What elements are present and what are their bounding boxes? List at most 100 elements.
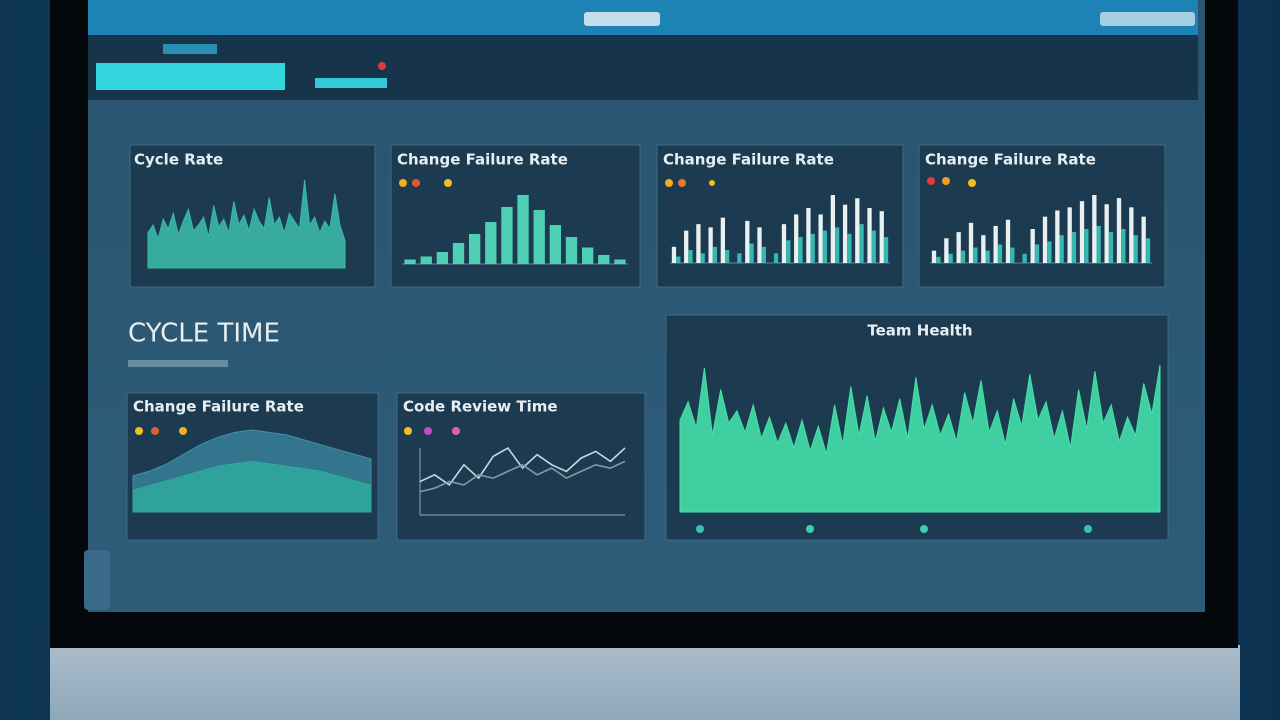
bar <box>1042 216 1048 263</box>
bar <box>696 224 701 263</box>
charts <box>132 179 1161 516</box>
area <box>679 364 1161 513</box>
bar <box>973 247 978 263</box>
bar <box>700 253 705 263</box>
line <box>419 446 626 487</box>
line <box>419 460 626 493</box>
bar <box>1121 229 1126 263</box>
bar <box>1047 241 1052 263</box>
bar <box>847 233 852 263</box>
bar <box>855 198 860 263</box>
panel-title: Change Failure Rate <box>397 151 568 169</box>
bar <box>879 211 884 263</box>
bar <box>708 227 713 263</box>
monitor-stand <box>50 645 1240 720</box>
bar <box>936 256 941 263</box>
side-tab[interactable] <box>84 550 110 610</box>
bar <box>818 214 823 263</box>
bar <box>981 235 986 263</box>
bar <box>1055 210 1060 263</box>
status-dot <box>378 62 386 70</box>
subtitle-placeholder <box>128 360 228 367</box>
bar <box>842 204 848 263</box>
bar <box>871 230 876 263</box>
bar <box>1071 232 1077 263</box>
bar <box>501 207 513 264</box>
bar <box>485 222 497 264</box>
bar <box>968 222 974 263</box>
bar <box>671 246 677 263</box>
bar <box>794 214 799 263</box>
bar <box>1133 235 1138 263</box>
tab[interactable] <box>163 44 217 54</box>
primary-button[interactable] <box>96 63 285 90</box>
bar <box>1034 244 1040 263</box>
bar <box>944 238 949 263</box>
bar <box>1116 198 1122 263</box>
section-title: CYCLE TIME <box>128 319 280 349</box>
bar <box>581 247 594 264</box>
bar <box>859 224 864 263</box>
bar <box>533 210 545 264</box>
bar <box>997 244 1003 263</box>
bar <box>404 259 416 264</box>
bar <box>452 243 465 264</box>
bar <box>720 217 725 263</box>
top-icons[interactable] <box>584 12 660 26</box>
panel-title: Code Review Time <box>403 398 558 416</box>
panel-title: Change Failure Rate <box>133 398 304 416</box>
bar <box>517 195 529 264</box>
bar <box>773 253 779 263</box>
bar <box>757 227 762 263</box>
progress <box>315 78 387 88</box>
bar <box>676 256 681 263</box>
bar <box>1010 247 1015 263</box>
bar <box>960 250 966 263</box>
area <box>147 179 346 269</box>
bar <box>781 224 787 263</box>
bar <box>688 250 693 263</box>
bar <box>806 207 811 263</box>
bar <box>1005 219 1011 263</box>
bar <box>761 246 766 263</box>
bar <box>931 250 937 263</box>
bar <box>867 207 872 263</box>
legend-dots <box>135 177 1092 533</box>
bar <box>565 237 578 264</box>
bar <box>786 240 791 263</box>
bar <box>1030 229 1035 263</box>
bar <box>993 225 998 263</box>
bar <box>1059 235 1064 263</box>
panel-title: Cycle Rate <box>134 151 223 169</box>
bar <box>614 259 626 264</box>
panel-title: Change Failure Rate <box>925 151 1096 169</box>
bar <box>749 243 754 263</box>
area <box>132 460 372 513</box>
bar <box>436 252 449 264</box>
bar <box>956 232 961 263</box>
bar <box>883 237 889 263</box>
bar <box>1092 195 1097 263</box>
bar <box>1129 207 1134 263</box>
bar <box>725 250 730 263</box>
bar <box>835 227 840 263</box>
bar <box>1067 207 1072 263</box>
bar <box>1079 201 1085 263</box>
bar <box>712 246 718 263</box>
bar <box>1022 253 1027 263</box>
bar <box>549 225 562 264</box>
bar <box>798 237 803 263</box>
panel <box>390 144 641 288</box>
bar <box>468 234 481 264</box>
bar <box>985 250 990 263</box>
bar <box>830 195 835 263</box>
bar <box>684 230 689 263</box>
panel-title: Change Failure Rate <box>663 151 834 169</box>
bar <box>598 255 610 264</box>
bar <box>1145 238 1151 263</box>
window-icons[interactable] <box>1100 12 1195 26</box>
bar <box>1084 229 1089 263</box>
bar <box>1141 216 1146 263</box>
bar <box>948 253 953 263</box>
